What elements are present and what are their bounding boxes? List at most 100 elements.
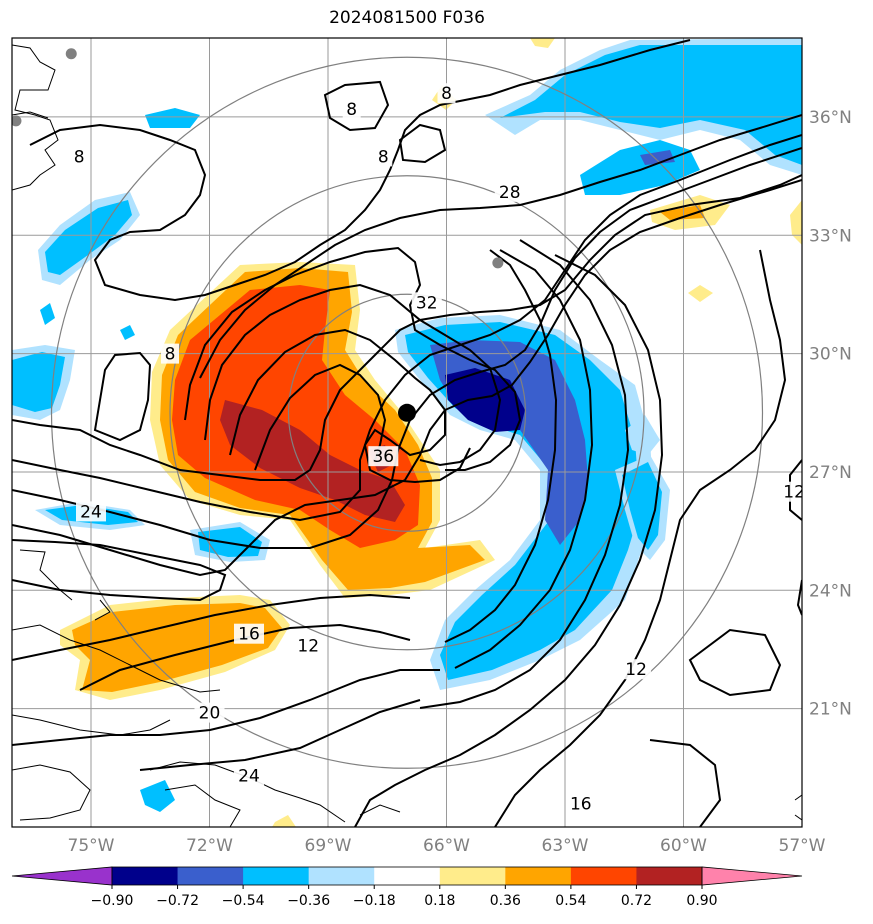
range-ring <box>50 56 764 769</box>
gridlines <box>12 38 802 827</box>
colorbar-tick-label: −0.72 <box>156 893 199 909</box>
colorbar-extend-low <box>11 866 113 886</box>
contour-08-nw <box>29 39 691 302</box>
lat-tick-label: 36°N <box>809 108 852 128</box>
lon-tick-label: 63°W <box>542 836 589 856</box>
contour-label: 12 <box>621 659 652 680</box>
contour-sw-8 <box>12 539 227 602</box>
colorbar-segment <box>177 867 244 885</box>
shade-cool-e2-core <box>622 462 662 550</box>
colorbar-segment <box>439 867 506 885</box>
shade-warm-edge <box>790 200 802 245</box>
contour-28 <box>199 114 802 379</box>
contour-label-text: 24 <box>238 767 260 787</box>
contour-12-ring <box>688 628 782 697</box>
contour-label-text: 12 <box>625 660 647 680</box>
contour-sw-12 <box>12 593 411 661</box>
contour-16 <box>12 134 802 522</box>
colorbar-extend-high <box>701 866 803 886</box>
contour-label: 8 <box>161 343 179 365</box>
secondary-point-marker <box>12 115 22 127</box>
contour-08-small <box>398 123 447 164</box>
contour-label-text: 8 <box>165 345 176 365</box>
lon-tick-label: 60°W <box>660 836 707 856</box>
contour-label-text: 8 <box>74 147 85 167</box>
contour-label-text: 16 <box>238 625 260 645</box>
contour-label-text: 16 <box>570 794 592 814</box>
colorbar-segment <box>636 867 703 885</box>
contour-label: 12 <box>779 481 805 503</box>
contour-12-e <box>494 249 787 827</box>
contour-label-text: 24 <box>80 502 102 522</box>
colorbar-segment <box>243 867 310 885</box>
colorbar-tick-label: −0.36 <box>287 893 330 909</box>
contour-label-text: 12 <box>783 483 805 503</box>
coastline-pr <box>359 804 401 816</box>
contour-24-e <box>454 249 594 669</box>
contour-20 <box>12 147 802 549</box>
shade-cool-w4 <box>40 303 55 325</box>
coastline-cuba <box>12 624 221 693</box>
colorbar-tick-label: 0.54 <box>555 893 586 909</box>
contour-right-edge2 <box>796 579 802 616</box>
coastline-cuba2 <box>12 714 171 736</box>
markers <box>12 48 504 422</box>
lat-tick-label: 30°N <box>809 345 852 365</box>
contour-20-e <box>419 239 630 709</box>
storm-center-marker <box>398 403 416 422</box>
shade-cool-s3 <box>140 780 175 812</box>
contour-label: 24 <box>234 765 264 787</box>
range-rings <box>50 56 764 769</box>
contour-sw-24 <box>139 699 421 771</box>
shade-cool-ne2-core <box>640 150 675 165</box>
shade-cool-w1-core <box>45 200 132 275</box>
colorbar-segment <box>308 867 375 885</box>
contour-label: 32 <box>411 292 442 313</box>
contour-labels: 8 8 8 8 8 28 32 36 24 16 12 20 24 16 12 12 <box>70 83 805 814</box>
shade-cool-peak <box>445 368 525 432</box>
lon-tick-label: 66°W <box>423 836 470 856</box>
chart-title: 2024081500 F036 <box>329 8 485 28</box>
contour-28-e1 <box>444 249 558 643</box>
coastline-bahamas-b <box>94 599 111 621</box>
coastline-small <box>794 794 802 821</box>
contour-label-text: 8 <box>441 84 452 104</box>
contour-12-se <box>649 739 722 827</box>
lat-tick-labels: 21°N 24°N 27°N 30°N 33°N 36°N <box>809 108 852 720</box>
contour-label: 8 <box>70 146 89 167</box>
colorbar-segment <box>374 867 441 885</box>
secondary-point-marker <box>492 257 504 269</box>
colorbar-tick-label: −0.18 <box>353 893 396 909</box>
coastline-us-east <box>12 44 59 191</box>
secondary-point-marker <box>65 48 77 60</box>
shade-warm-e3 <box>530 38 555 48</box>
colorbar-tick-label: 0.36 <box>490 893 521 909</box>
contour-label: 16 <box>234 623 264 645</box>
colorbar-segment <box>570 867 637 885</box>
range-ring <box>169 175 645 651</box>
lon-tick-label: 57°W <box>779 836 826 856</box>
lat-tick-label: 24°N <box>809 581 852 601</box>
shade-warm-ne-core <box>660 205 705 220</box>
contour-label-text: 20 <box>199 704 221 724</box>
map-frame <box>11 37 803 828</box>
contour-label: 8 <box>437 83 456 104</box>
lon-tick-label: 69°W <box>305 836 352 856</box>
range-ring <box>287 293 527 532</box>
colorbar-tick-label: −0.54 <box>222 893 265 909</box>
contour-sw-20 <box>12 669 440 746</box>
coastline-hispaniola2 <box>164 784 241 827</box>
lat-tick-label: 27°N <box>809 463 852 483</box>
colorbar-segment <box>505 867 572 885</box>
contour-label-text: 8 <box>378 147 389 167</box>
lon-tick-labels: 75°W 72°W 69°W 66°W 63°W 60°W 57°W <box>68 836 826 856</box>
contour-label-text: 12 <box>297 637 319 657</box>
coastline-nova <box>12 111 49 119</box>
contour-08-box <box>323 80 390 132</box>
coastline-bahamas-a <box>19 549 73 601</box>
contour-label: 36 <box>368 446 399 467</box>
lat-tick-label: 21°N <box>809 700 852 720</box>
lon-tick-label: 75°W <box>68 836 115 856</box>
